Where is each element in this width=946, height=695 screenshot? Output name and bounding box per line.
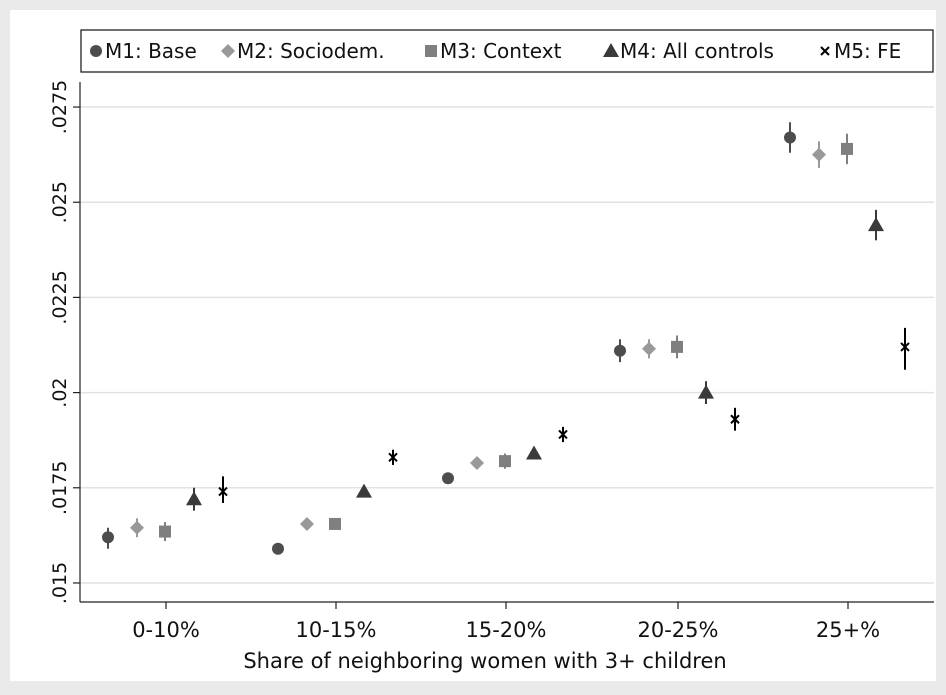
- data-point: [784, 131, 796, 144]
- x-marker-stroke: [900, 342, 910, 352]
- legend-label: M5: FE: [834, 39, 901, 63]
- data-point: [388, 452, 398, 463]
- data-point: [218, 486, 228, 497]
- x-axis-title: Share of neighboring women with 3+ child…: [243, 649, 726, 673]
- legend-marker: [820, 46, 830, 56]
- data-point: [614, 344, 626, 357]
- axes-layer: .015 .0175 .02 .0225 .025 .0275 0-10% 10-15% 15-…: [49, 80, 934, 642]
- data-point: [442, 472, 454, 485]
- marks-layer: [102, 122, 910, 555]
- legend-label: M1: Base: [105, 39, 197, 63]
- data-point: [526, 445, 542, 460]
- legend-label: M3: Context: [440, 39, 562, 63]
- x-tick-label: 10-15%: [296, 618, 377, 642]
- legend-marker: [90, 45, 102, 57]
- data-point: [159, 525, 171, 538]
- legend-marker: [425, 45, 437, 57]
- data-point: [841, 142, 853, 155]
- data-point: [868, 217, 884, 232]
- data-point: [558, 429, 568, 440]
- x-tick-label: 20-25%: [638, 618, 719, 642]
- data-point: [698, 384, 714, 399]
- plot-background: [10, 10, 936, 681]
- x-tick-label: 0-10%: [132, 618, 200, 642]
- x-tick-label: 25+%: [816, 618, 880, 642]
- data-point: [900, 342, 910, 352]
- legend-label: M2: Sociodem.: [237, 39, 385, 63]
- y-tick-label: .025: [49, 181, 71, 223]
- data-point: [499, 455, 511, 468]
- x-marker-stroke: [730, 414, 740, 424]
- y-tick-label: .015: [49, 562, 71, 604]
- legend: M1: Base M2: Sociodem. M3: Context M4: All …: [80, 29, 934, 73]
- x-tick-label: 15-20%: [466, 618, 547, 642]
- y-tick-label: .0225: [49, 270, 71, 324]
- data-point: [730, 414, 740, 424]
- data-point: [356, 483, 372, 498]
- y-tick-label: .0275: [49, 80, 71, 134]
- legend-label: M4: All controls: [620, 39, 774, 63]
- data-point: [130, 520, 144, 535]
- x-marker-stroke: [820, 46, 830, 56]
- x-marker-stroke: [388, 452, 398, 463]
- data-point: [272, 542, 284, 555]
- y-tick-label: .0175: [49, 461, 71, 515]
- x-marker-stroke: [218, 486, 228, 497]
- data-point: [300, 516, 314, 531]
- x-marker-stroke: [558, 429, 568, 440]
- legend-marker: [221, 44, 235, 58]
- data-point: [812, 147, 826, 162]
- legend-marker: [603, 43, 619, 57]
- data-point: [671, 340, 683, 353]
- data-point: [329, 517, 341, 530]
- data-point: [186, 491, 202, 506]
- y-tick-label: .02: [49, 377, 71, 407]
- data-point: [102, 531, 114, 544]
- data-point: [470, 456, 484, 471]
- data-point: [642, 341, 656, 356]
